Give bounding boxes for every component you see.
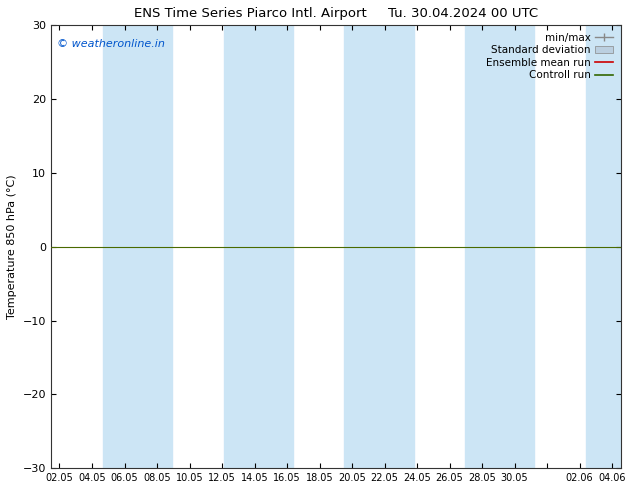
Bar (586, 25, 634, 468)
Title: ENS Time Series Piarco Intl. Airport     Tu. 30.04.2024 00 UTC: ENS Time Series Piarco Intl. Airport Tu.… (134, 7, 538, 20)
Legend: min/max, Standard deviation, Ensemble mean run, Controll run: min/max, Standard deviation, Ensemble me… (484, 30, 616, 82)
Bar (103, 25, 172, 468)
Y-axis label: Temperature 850 hPa (°C): Temperature 850 hPa (°C) (7, 174, 17, 319)
Text: © weatheronline.in: © weatheronline.in (56, 39, 164, 49)
Bar (344, 25, 413, 468)
Bar (224, 25, 293, 468)
Bar (465, 25, 534, 468)
